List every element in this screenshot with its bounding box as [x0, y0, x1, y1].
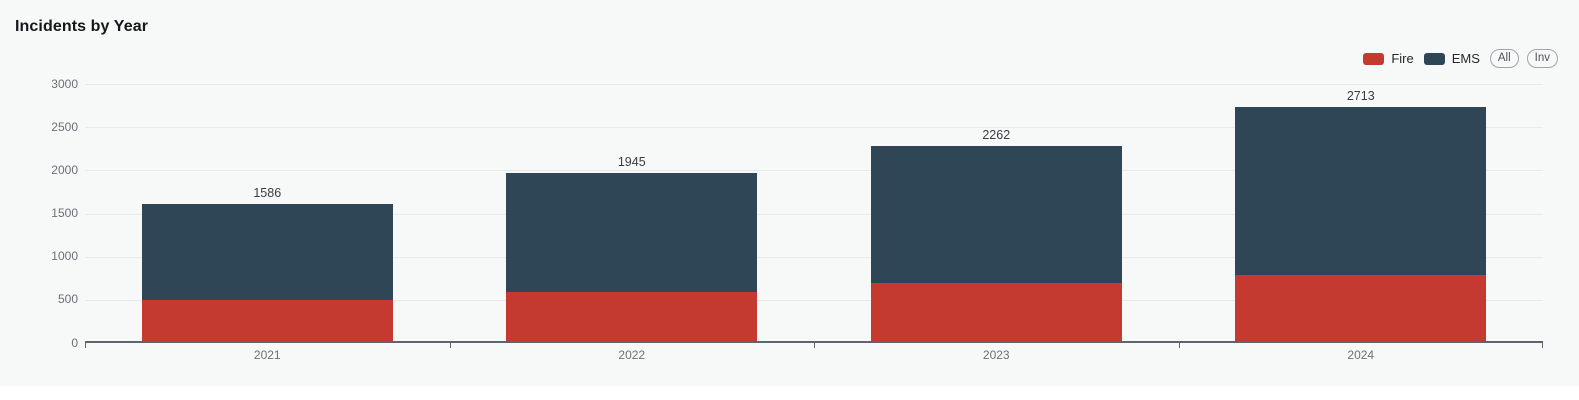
bar-segment-fire-2024[interactable] — [1235, 274, 1487, 341]
y-axis-tick-label: 0 — [71, 335, 78, 350]
bar-total-label-2023: 2262 — [982, 127, 1011, 142]
gridline — [85, 170, 1543, 172]
y-axis-tick-label: 1000 — [51, 249, 78, 264]
gridline — [85, 213, 1543, 215]
bar-segment-ems-2023[interactable] — [870, 145, 1122, 284]
gridline — [85, 299, 1543, 301]
bar-segment-ems-2021[interactable] — [141, 204, 393, 301]
gridline — [85, 256, 1543, 258]
y-axis-tick-label: 500 — [57, 292, 78, 307]
plot-area — [85, 84, 1543, 348]
x-axis-tick — [85, 343, 86, 348]
ems-series-swatch-icon — [1423, 52, 1445, 65]
y-axis-tick-label: 2000 — [51, 162, 78, 177]
y-axis-tick-label: 1500 — [51, 206, 78, 220]
gridline — [85, 84, 1543, 85]
page-background-strip — [0, 386, 1579, 400]
filter-inv-button[interactable]: Inv — [1526, 49, 1558, 68]
x-axis-label-2023: 2023 — [982, 348, 1010, 362]
bar-total-label-2024: 2713 — [1346, 88, 1375, 103]
bar-segment-ems-2024[interactable] — [1235, 106, 1487, 275]
gridline — [85, 127, 1543, 129]
x-axis-tick — [1178, 343, 1180, 348]
bar-total-label-2022: 1945 — [617, 155, 646, 170]
bar-segment-fire-2022[interactable] — [506, 291, 758, 341]
fire-series-swatch-icon — [1363, 52, 1385, 65]
x-axis-label-2022: 2022 — [618, 348, 646, 362]
legend-label-fire: Fire — [1391, 51, 1414, 66]
legend-item-ems[interactable]: EMS — [1423, 51, 1480, 66]
x-axis-tick — [449, 343, 451, 348]
bar-segment-fire-2023[interactable] — [870, 283, 1122, 341]
legend-item-fire[interactable]: Fire — [1363, 51, 1414, 66]
chart-card: Incidents by Year Fire EMS All Inv 0 500 1… — [15, 18, 1558, 362]
legend-label-ems: EMS — [1451, 51, 1480, 66]
bar-segment-ems-2022[interactable] — [506, 173, 758, 292]
y-axis-tick-label: 2500 — [51, 119, 78, 134]
chart-title: Incidents by Year — [15, 18, 149, 35]
x-axis-label-2021: 2021 — [253, 348, 281, 362]
x-axis-label-2024: 2024 — [1347, 348, 1375, 362]
x-axis-tick — [814, 343, 815, 348]
bar-segment-fire-2021[interactable] — [141, 300, 393, 341]
y-axis-tick-label: 3000 — [51, 76, 78, 91]
bar-total-label-2021: 1586 — [253, 186, 282, 201]
legend: Fire EMS All Inv — [1363, 49, 1558, 68]
x-axis-tick — [1542, 343, 1543, 348]
filter-all-button[interactable]: All — [1489, 49, 1519, 68]
